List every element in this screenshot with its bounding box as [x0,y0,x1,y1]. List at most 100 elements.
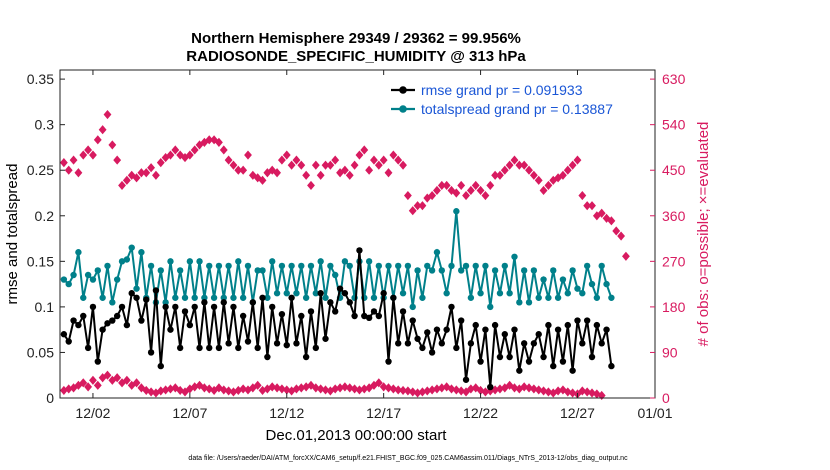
spread-point [385,262,392,270]
rmse-point [172,303,179,311]
obs-marker [379,155,388,165]
obs-marker [98,125,107,135]
rmse-point [94,358,101,365]
rmse-point [424,329,431,336]
y-left-tick-label: 0.15 [27,253,54,269]
spread-point [332,271,339,279]
spread-point [375,262,383,270]
obs-marker [529,170,538,180]
rmse-point [143,296,150,303]
obs-marker [597,208,606,218]
rmse-point [569,367,576,374]
obs-marker [447,185,456,196]
rmse-point [487,383,494,391]
spread-point [395,262,402,270]
x-tick-label: 12/12 [269,405,304,421]
spread-point [370,294,378,301]
obs-marker [340,165,349,175]
obs-marker [248,170,257,180]
rmse-point [496,353,504,361]
obs-marker [476,185,485,196]
spread-point [220,294,227,301]
spread-point [307,262,315,270]
rmse-point [317,290,324,297]
spread-point [157,267,164,274]
rmse-point [443,326,450,333]
rmse-point [191,303,198,311]
obs-marker [311,160,320,170]
obs-marker [525,165,533,175]
spread-point [404,262,412,270]
rmse-point [254,344,261,352]
spread-point [138,249,145,256]
obs-marker [122,175,131,185]
rmse-point [249,299,257,306]
rmse-point [530,340,538,347]
obs_low-marker [365,383,374,393]
obs-marker [423,193,432,203]
obs-marker [617,231,626,241]
obs_low-marker [181,387,189,397]
spread-point [128,244,135,251]
obs_low-marker [195,380,204,390]
obs-marker [471,180,480,190]
rmse-point [302,353,310,361]
spread-point [414,267,421,274]
y-left-tick-label: 0.25 [27,162,54,178]
obs-marker [210,135,219,145]
obs-marker [64,165,73,175]
obs-marker [253,173,262,183]
rmse-point [118,303,126,311]
obs-marker [142,168,151,178]
obs-marker [336,168,344,178]
rmse-point [399,308,407,315]
obs-marker [297,160,306,170]
spread-point [346,262,353,270]
spread-point [278,262,286,270]
obs-marker [384,168,393,178]
spread-point [113,276,121,283]
rmse-point [438,340,446,347]
obs-marker [161,152,170,163]
rmse-point [307,308,315,315]
rmse-point [230,303,237,311]
spread-point [181,294,189,301]
obs-marker [316,170,325,180]
obs-marker [74,168,83,178]
obs-marker [79,150,88,160]
rmse-point [467,340,475,347]
spread-point [225,262,232,270]
rmse-point [327,299,334,306]
rmse-point [409,317,416,324]
obs-marker [578,190,587,201]
obs-marker [350,160,359,170]
spread-point [487,303,494,311]
obs_low-marker [122,375,131,385]
x-tick-label: 12/07 [172,405,207,421]
rmse-point [113,312,121,320]
obs-marker [239,165,248,175]
rmse-point [583,317,591,324]
obs-marker [195,140,204,150]
obs_low-marker [500,383,509,393]
spread-point [235,258,242,265]
obs-marker [622,251,630,261]
obs-marker [244,150,252,160]
rmse-point [506,353,513,361]
obs-marker [215,137,223,147]
obs-marker [433,185,441,196]
obs-marker [287,160,296,170]
rmse-point [453,344,460,352]
rmse-point [273,340,281,347]
rmse-point [269,303,276,311]
chart-title-line2: RADIOSONDE_SPECIFIC_HUMIDITY @ 313 hPa [186,48,526,65]
rmse-point [414,335,421,342]
spread-point [298,262,305,270]
spread-point [535,294,542,301]
x-tick-label: 12/17 [366,405,401,421]
rmse-point [147,349,155,356]
obs-marker [370,155,378,165]
rmse-point [525,358,533,365]
rmse-point [288,294,295,301]
obs-marker [185,150,194,160]
